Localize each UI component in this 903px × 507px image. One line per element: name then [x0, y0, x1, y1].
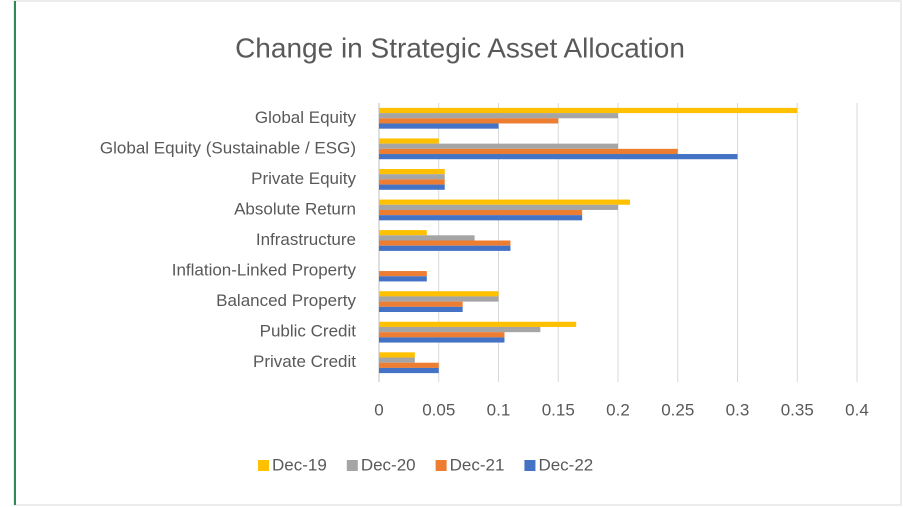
x-tick-label: 0.4 [845, 400, 869, 419]
chart-frame [13, 0, 902, 506]
bar [379, 367, 439, 374]
bar [379, 199, 630, 205]
bar [379, 184, 445, 190]
bar [379, 296, 499, 302]
legend-label: Dec-22 [538, 455, 593, 474]
bar [379, 174, 445, 180]
bar [379, 107, 798, 114]
bar [379, 357, 415, 363]
y-tick-label: Public Credit [260, 322, 357, 341]
bar [379, 276, 427, 282]
bar [379, 168, 445, 175]
x-tick-label: 0.2 [606, 400, 630, 419]
legend-swatch [258, 460, 269, 471]
legend-label: Dec-21 [450, 455, 505, 474]
bar [379, 235, 475, 241]
y-tick-label: Balanced Property [216, 291, 356, 310]
y-tick-label: Private Credit [253, 352, 356, 371]
bar [379, 209, 583, 216]
legend-label: Dec-20 [361, 455, 416, 474]
bar [379, 306, 463, 313]
bar [379, 204, 618, 210]
x-tick-label: 0.3 [726, 400, 750, 419]
bar [379, 148, 678, 155]
y-tick-label: Absolute Return [234, 199, 356, 218]
bar [379, 352, 415, 358]
bar [379, 245, 511, 251]
bar [379, 113, 618, 119]
bar [379, 154, 738, 160]
bar [379, 215, 583, 221]
bar [379, 123, 499, 129]
y-tick-label: Private Equity [251, 169, 356, 188]
bar [379, 179, 445, 185]
bar [379, 118, 559, 124]
bar [379, 337, 505, 343]
x-tick-label: 0.05 [422, 400, 455, 419]
y-tick-label: Inflation-Linked Property [172, 261, 357, 280]
bar [379, 301, 463, 307]
bar [379, 326, 541, 333]
legend-label: Dec-19 [272, 455, 327, 474]
bar [379, 271, 427, 277]
bar [379, 230, 427, 236]
bar [379, 321, 577, 327]
x-tick-label: 0.1 [487, 400, 511, 419]
legend-swatch [435, 460, 447, 471]
x-tick-label: 0.15 [542, 400, 575, 419]
y-tick-label: Infrastructure [256, 230, 356, 249]
x-tick-label: 0 [374, 400, 383, 419]
x-tick-label: 0.25 [661, 400, 694, 419]
bar [379, 240, 511, 246]
chart-title: Change in Strategic Asset Allocation [235, 32, 685, 63]
y-tick-label: Global Equity [255, 108, 357, 127]
bar [379, 291, 499, 297]
bar [379, 138, 439, 144]
y-tick-label: Global Equity (Sustainable / ESG) [100, 138, 356, 157]
legend-swatch [346, 460, 358, 471]
bar [379, 362, 439, 368]
x-tick-label: 0.35 [781, 400, 814, 419]
legend-swatch [524, 460, 536, 471]
bar [379, 143, 618, 149]
bar [379, 332, 505, 338]
